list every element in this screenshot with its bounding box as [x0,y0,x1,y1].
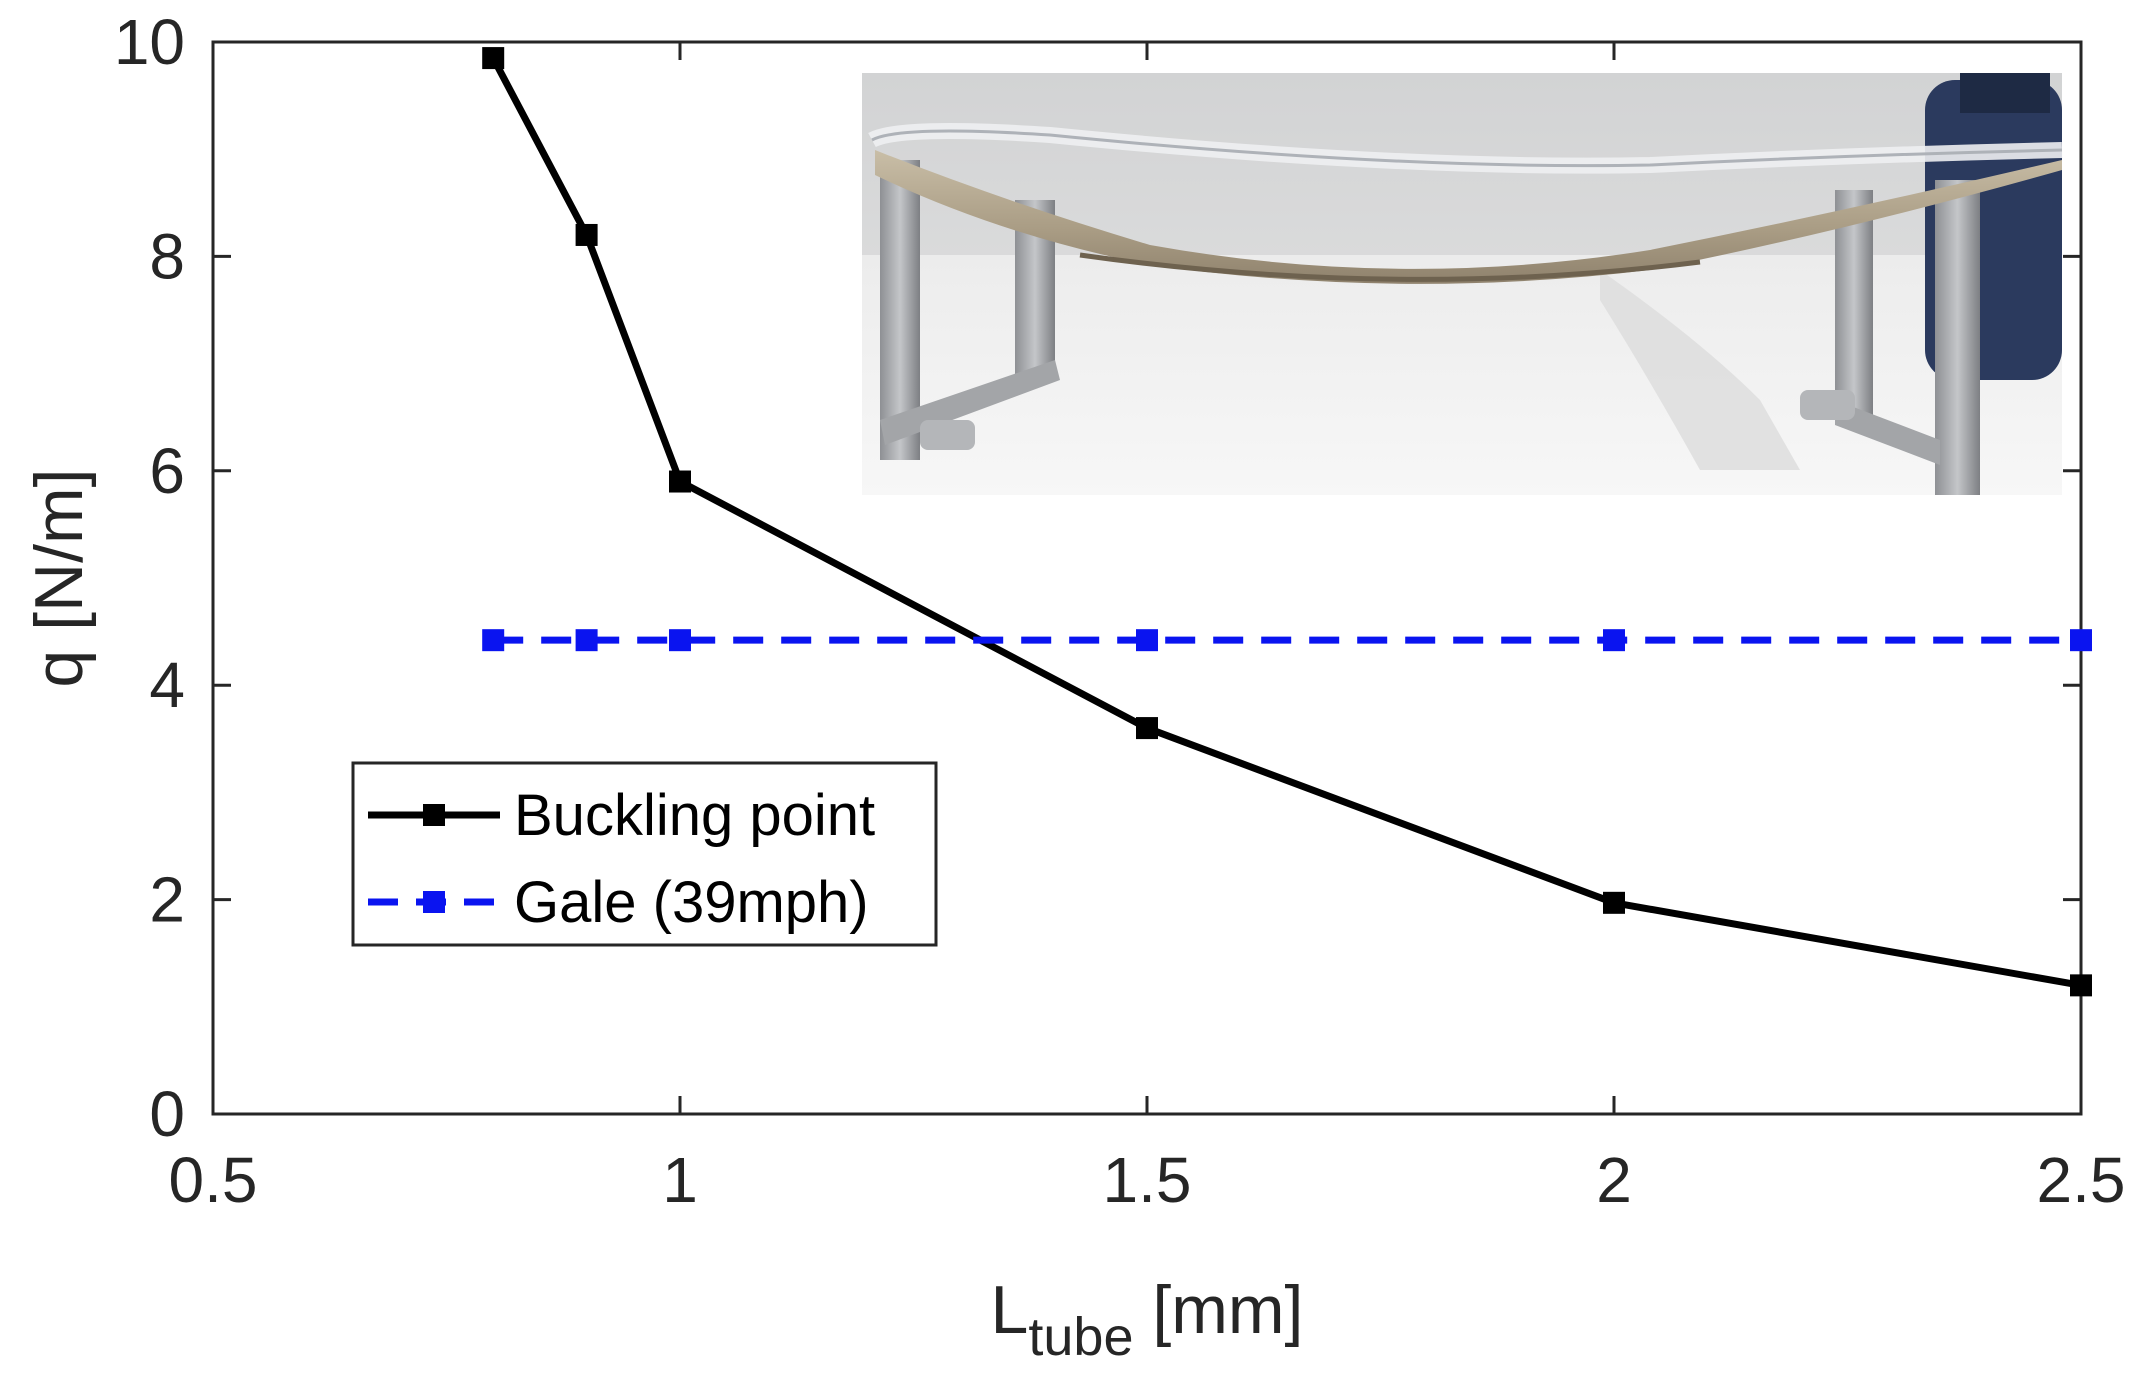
series-line [490,56,2082,989]
x-tick-label: 1.5 [1103,1144,1192,1216]
inset-table-shadow [1600,270,1800,470]
inset-left-foot [920,420,975,450]
data-point [1603,629,1625,652]
inset-right-leg-1 [1835,190,1873,420]
y-tick-label: 8 [149,220,185,292]
data-point [2070,974,2092,997]
inset-dark-object-top [1960,73,2050,113]
inset-right-foot [1800,390,1855,420]
legend-marker [423,804,445,826]
x-tick-label: 2 [1596,1144,1632,1216]
y-tick-labels: 0 2 4 6 8 10 [114,6,185,1150]
x-tick-labels: 0.5 1 1.5 2 2.5 [169,1144,2126,1216]
inset-right-rail [1835,400,1940,465]
x-tick-label: 1 [662,1144,698,1216]
data-point [575,629,598,652]
x-tick-label: 2.5 [2037,1144,2126,1216]
data-point [1603,891,1625,914]
data-point [482,47,505,70]
x-axis-title-sub: tube [1028,1307,1133,1367]
inset-sheet [875,150,2062,284]
x-axis-title-unit: [mm] [1133,1272,1303,1348]
data-point [669,470,691,493]
series-1 [482,47,2092,997]
legend-entries: Buckling point Gale (39mph) [368,783,875,935]
legend: Buckling point Gale (39mph) [351,761,938,947]
legend-box [351,761,938,947]
legend-label: Gale (39mph) [514,870,869,935]
inset-sheet-edge [1079,252,1701,282]
y-tick-label: 4 [149,649,185,721]
inset-tube-highlight [871,129,2063,168]
legend-marker [423,891,445,913]
y-axis-title: q [N/m] [21,468,97,687]
axis-ticks [211,40,2083,1116]
y-tick-label: 10 [114,6,185,78]
y-tick-label: 0 [149,1078,185,1150]
data-point [1136,717,1158,740]
inset-right-leg-2 [1935,180,1980,495]
data-point [1136,629,1158,652]
y-tick-label: 2 [149,864,185,936]
x-tick-label: 0.5 [169,1144,258,1216]
photo-inset [862,73,2063,495]
data-point [2070,629,2092,652]
series-2 [482,629,2092,652]
y-tick-label: 6 [149,435,185,507]
data-point [482,629,505,652]
legend-label: Buckling point [514,783,875,848]
x-axis-title-main: L [991,1272,1029,1348]
x-axis-title: Ltube [mm] [991,1272,1304,1367]
data-point [669,629,691,652]
series-layer [482,47,2092,997]
data-point [575,223,598,246]
